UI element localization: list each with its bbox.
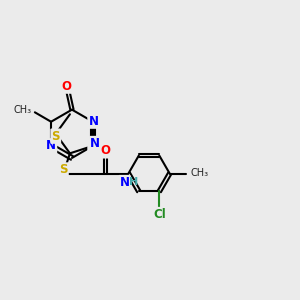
Text: S: S [52,130,60,143]
Text: N: N [46,140,56,152]
Text: N: N [88,115,98,128]
Text: CH₃: CH₃ [14,105,32,115]
Text: N: N [120,176,130,189]
Text: O: O [61,80,71,93]
Text: CH₃: CH₃ [190,168,208,178]
Text: Cl: Cl [153,208,166,221]
Text: H: H [129,177,138,187]
Text: O: O [101,144,111,157]
Text: S: S [59,164,68,176]
Text: N: N [88,140,98,153]
Text: N: N [90,137,100,150]
